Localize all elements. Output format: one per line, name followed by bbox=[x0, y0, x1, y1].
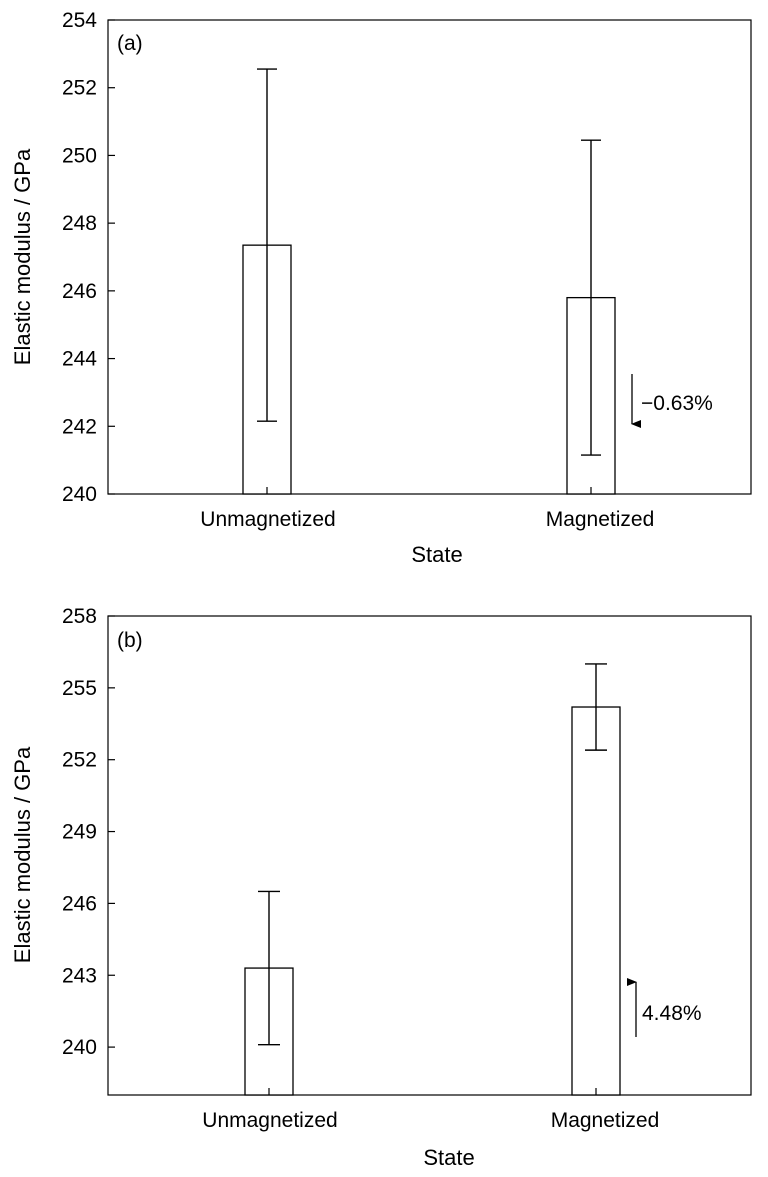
chart-panel-b: (b) 240 243 246 249 252 255 258 Unmagnetized Ma… bbox=[10, 605, 752, 1170]
change-annotation: −0.63% bbox=[641, 392, 713, 415]
y-axis-ticks: 240 243 246 249 252 255 258 bbox=[62, 605, 115, 1059]
y-tick-label: 246 bbox=[62, 280, 97, 303]
y-axis-title: Elastic modulus / GPa bbox=[10, 746, 35, 963]
y-tick-label: 240 bbox=[62, 1036, 97, 1059]
y-tick-label: 243 bbox=[62, 964, 97, 987]
y-tick-label: 248 bbox=[62, 212, 97, 235]
y-tick-label: 244 bbox=[62, 348, 97, 371]
chart-panel-a: (a) 240 242 244 246 248 250 252 254 Unmagnetize… bbox=[10, 9, 752, 567]
y-tick-label: 254 bbox=[62, 9, 97, 32]
panel-label: (a) bbox=[117, 32, 143, 55]
y-tick-label: 249 bbox=[62, 821, 97, 844]
x-axis-tick-labels: Unmagnetized Magnetized bbox=[202, 1088, 659, 1132]
panel-label: (b) bbox=[117, 629, 143, 652]
y-axis-ticks: 240 242 244 246 248 250 252 254 bbox=[62, 9, 115, 506]
y-tick-label: 255 bbox=[62, 677, 97, 700]
x-tick-label: Unmagnetized bbox=[202, 1109, 337, 1132]
y-tick-label: 252 bbox=[62, 77, 97, 100]
error-bars bbox=[257, 68, 601, 456]
error-bars bbox=[258, 663, 607, 1046]
x-tick-label: Unmagnetized bbox=[200, 508, 335, 531]
y-tick-label: 240 bbox=[62, 483, 97, 506]
bars bbox=[244, 706, 621, 1096]
x-tick-label: Magnetized bbox=[546, 508, 655, 531]
bars bbox=[242, 244, 616, 495]
y-tick-label: 242 bbox=[62, 415, 97, 438]
x-tick-label: Magnetized bbox=[551, 1109, 660, 1132]
x-axis-tick-labels: Unmagnetized Magnetized bbox=[200, 487, 654, 531]
y-tick-label: 246 bbox=[62, 892, 97, 915]
y-axis-title: Elastic modulus / GPa bbox=[10, 148, 35, 365]
x-axis-title: State bbox=[423, 1145, 474, 1170]
change-annotation: 4.48% bbox=[642, 1002, 702, 1025]
plot-frame bbox=[107, 19, 752, 495]
x-axis-title: State bbox=[411, 542, 462, 567]
bar-magnetized bbox=[571, 706, 621, 1096]
y-tick-label: 250 bbox=[62, 144, 97, 167]
plot-frame bbox=[107, 615, 752, 1096]
y-tick-label: 258 bbox=[62, 605, 97, 628]
y-tick-label: 252 bbox=[62, 749, 97, 772]
